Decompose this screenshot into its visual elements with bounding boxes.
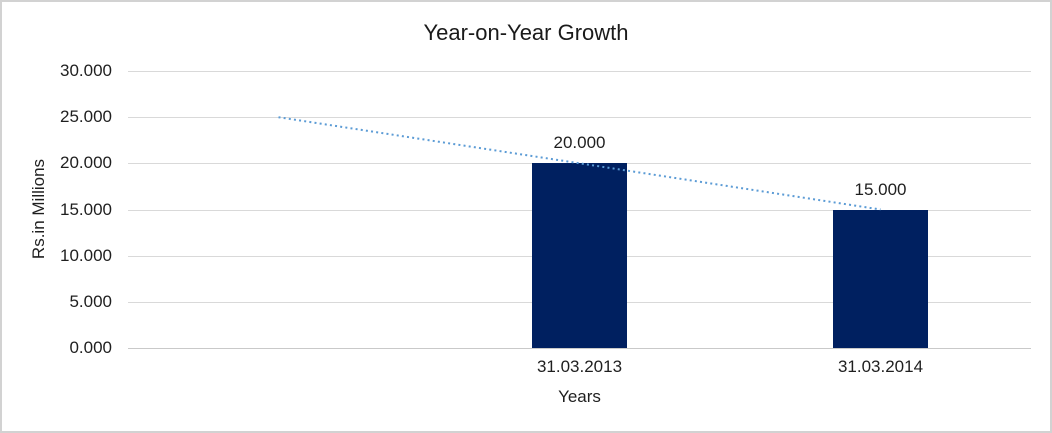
x-tick-label: 31.03.2013 — [536, 357, 623, 376]
x-tick-label: 31.03.2014 — [837, 357, 924, 376]
y-tick-label: 20.000 — [60, 153, 112, 173]
bar — [833, 209, 928, 348]
y-tick-label: 30.000 — [60, 61, 112, 80]
y-tick-label: 25.000 — [60, 107, 112, 127]
gridline — [128, 71, 1031, 72]
y-tick-label: 10.000 — [60, 245, 112, 265]
chart-title: Year-on-Year Growth — [423, 20, 629, 45]
x-axis-title: Years — [558, 387, 601, 406]
x-axis-line — [128, 348, 1031, 349]
y-tick-label: 0.000 — [69, 338, 112, 357]
bar-data-label: 20.000 — [553, 133, 606, 153]
y-tick-label: 5.000 — [69, 291, 112, 311]
y-tick-label: 15.000 — [60, 199, 112, 219]
bar — [532, 163, 627, 348]
gridline — [128, 117, 1031, 119]
bar-data-label: 15.000 — [854, 179, 907, 199]
